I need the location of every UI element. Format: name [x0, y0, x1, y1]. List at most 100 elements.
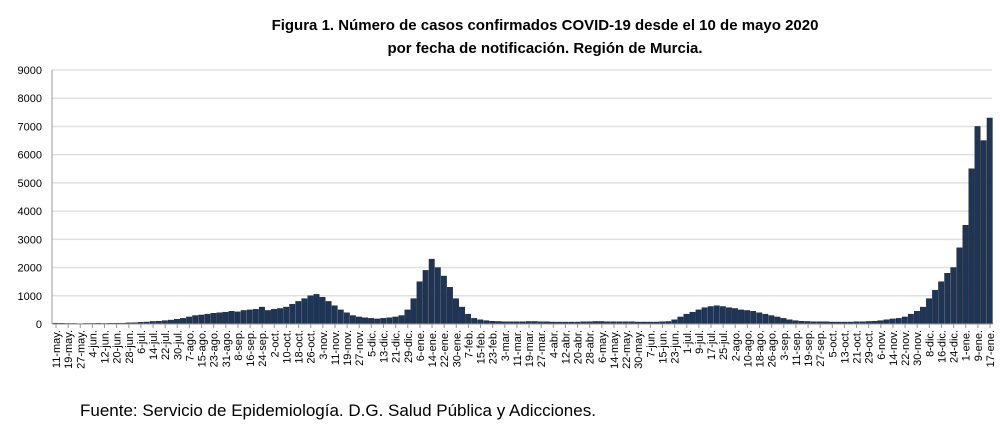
x-tick-label: 19-may.	[63, 330, 75, 369]
x-tick-label: 19-sep.	[803, 330, 815, 367]
x-tick-label: 19-nov.	[342, 330, 354, 366]
bar	[210, 313, 217, 325]
bar	[877, 320, 884, 325]
bar	[440, 275, 447, 325]
x-tick-label: 20-jun.	[112, 330, 124, 364]
bar	[683, 313, 690, 325]
bar	[222, 311, 229, 325]
bar	[453, 298, 459, 325]
y-tick-label: 6000	[18, 150, 42, 162]
bar	[356, 316, 362, 325]
x-tick-label: 27-sep.	[815, 330, 827, 367]
bar	[744, 310, 751, 325]
bar	[319, 296, 326, 325]
x-tick-label: 23-ago.	[209, 330, 221, 367]
bar	[950, 267, 957, 325]
source-note: Fuente: Servicio de Epidemiología. D.G. …	[80, 401, 596, 420]
bar	[471, 318, 478, 325]
bar	[349, 315, 356, 325]
bar	[198, 314, 205, 325]
y-tick-label: 4000	[18, 206, 42, 218]
x-tick-label: 6-ene.	[415, 330, 427, 361]
bar	[386, 317, 393, 325]
bar	[695, 309, 702, 325]
bar	[725, 307, 732, 325]
y-tick-label: 9000	[18, 65, 42, 77]
bar	[283, 306, 290, 325]
bar	[907, 313, 914, 325]
x-tick-label: 20-abr.	[573, 330, 585, 364]
x-tick-label: 16-sep.	[245, 330, 257, 367]
x-tick-label: 6-may.	[597, 330, 609, 363]
x-tick-label: 12-jun.	[100, 330, 112, 364]
x-tick-label: 22-may.	[621, 330, 633, 369]
x-tick-label: 3-sep.	[779, 330, 791, 361]
x-tick-label: 27-nov.	[354, 330, 366, 366]
bar	[313, 294, 320, 325]
x-tick-label: 4-jun.	[87, 330, 99, 358]
bar	[932, 289, 939, 325]
bar	[780, 318, 787, 325]
bar	[271, 309, 277, 325]
x-tick-label: 7-feb.	[463, 330, 475, 358]
bar	[459, 306, 465, 325]
bar	[416, 281, 423, 325]
x-tick-label: 4-abr.	[548, 330, 560, 358]
bar	[277, 308, 284, 325]
x-tick-label: 2-ago.	[730, 330, 742, 361]
x-tick-label: 17-jul.	[706, 330, 718, 360]
y-tick-label: 0	[36, 319, 42, 331]
bar	[422, 270, 429, 325]
x-tick-label: 15-jun.	[657, 330, 669, 364]
x-tick-label: 13-oct.	[839, 330, 851, 364]
x-tick-label: 25-jul.	[718, 330, 730, 360]
bar	[168, 319, 174, 325]
x-tick-label: 12-abr.	[560, 330, 572, 364]
x-tick-label: 27-mar.	[536, 330, 548, 367]
bar	[204, 313, 211, 325]
bars	[52, 117, 993, 325]
gridlines	[52, 69, 992, 297]
x-tick-label: 24-dic.	[949, 330, 961, 363]
x-tick-label: 5-oct.	[827, 330, 839, 358]
x-tick-label: 10-oct.	[281, 330, 293, 364]
x-tick-label: 2-oct.	[269, 330, 281, 358]
bar	[719, 306, 726, 325]
x-tick-label: 18-oct.	[294, 330, 306, 364]
y-tick-label: 2000	[18, 263, 42, 275]
bar	[301, 298, 308, 325]
bar	[895, 318, 902, 325]
bar	[920, 306, 926, 325]
bar	[362, 317, 368, 325]
bar	[252, 309, 259, 325]
x-tick-label: 26-oct.	[306, 330, 318, 364]
x-tick-label: 8-dic.	[924, 330, 936, 357]
x-tick-label: 30-jul.	[172, 330, 184, 360]
x-tick-label: 22-jul.	[160, 330, 172, 360]
bar	[374, 318, 381, 325]
bar	[986, 117, 993, 325]
x-tick-label: 24-sep.	[257, 330, 269, 367]
bar	[956, 247, 963, 325]
bar	[337, 309, 344, 325]
y-tick-label: 5000	[18, 178, 42, 190]
bar	[980, 140, 987, 325]
bar	[671, 319, 678, 325]
x-tick-label: 30-ene.	[451, 330, 463, 367]
x-tick-label: 29-oct.	[864, 330, 876, 364]
bar	[901, 316, 908, 325]
bar	[380, 318, 387, 325]
bar	[240, 310, 247, 325]
bar	[477, 319, 484, 325]
bar	[331, 305, 338, 325]
x-tick-label: 8-sep.	[233, 330, 245, 361]
x-tick-label: 22-nov.	[900, 330, 912, 366]
bar	[701, 307, 708, 325]
bar	[234, 311, 241, 325]
bar	[774, 316, 781, 325]
bar	[410, 298, 417, 325]
x-tick-label: 16-dic.	[936, 330, 948, 363]
bar	[404, 309, 411, 325]
bar	[265, 310, 271, 325]
